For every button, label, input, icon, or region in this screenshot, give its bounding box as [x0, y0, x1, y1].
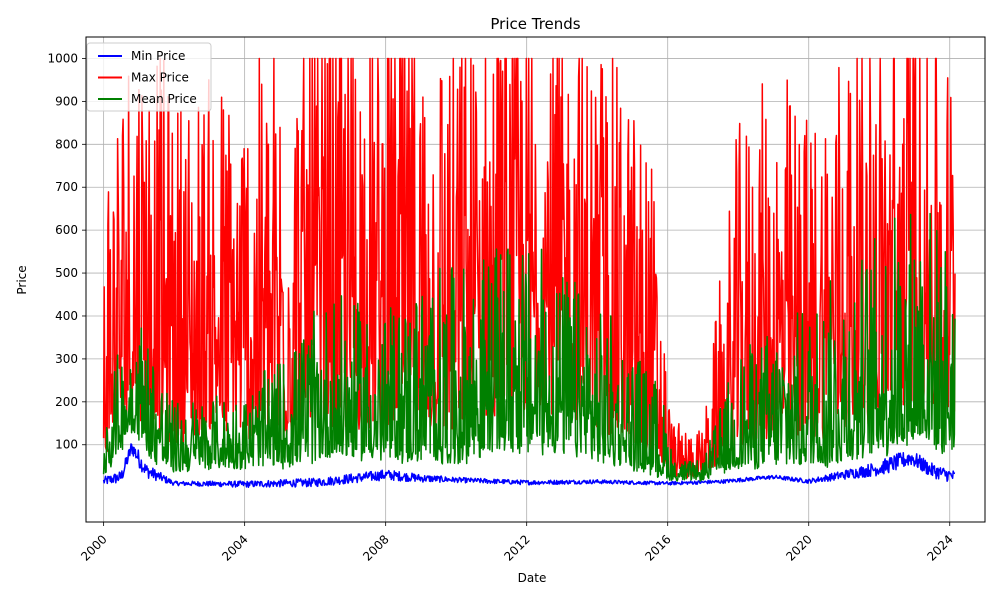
y-tick-label: 300 — [55, 352, 78, 366]
legend-box — [86, 42, 212, 112]
series-line — [102, 443, 956, 489]
chart-title: Price Trends — [490, 15, 580, 33]
y-tick-label: 700 — [55, 180, 78, 194]
legend-label: Mean Price — [131, 92, 197, 106]
y-tick-label: 900 — [55, 94, 78, 108]
y-tick-label: 100 — [55, 438, 78, 452]
y-tick-label: 400 — [55, 309, 78, 323]
legend: Min Price Max Price Mean Price — [86, 42, 212, 112]
y-axis-label: Price — [15, 265, 29, 294]
y-tick-label: 1000 — [47, 51, 78, 65]
plot-frame — [85, 36, 986, 523]
series-line — [102, 212, 956, 482]
y-tick-label: 800 — [55, 137, 78, 151]
series-layer — [102, 57, 956, 489]
legend-label: Max Price — [131, 71, 189, 85]
y-tick-label: 600 — [55, 223, 78, 237]
y-tick-label: 200 — [55, 395, 78, 409]
y-tick-label: 500 — [55, 266, 78, 280]
x-axis-label: Date — [518, 571, 547, 585]
y-axis: 100 200 300 400 500 600 700 800 900 1000 — [47, 51, 86, 452]
legend-label: Min Price — [131, 49, 185, 63]
